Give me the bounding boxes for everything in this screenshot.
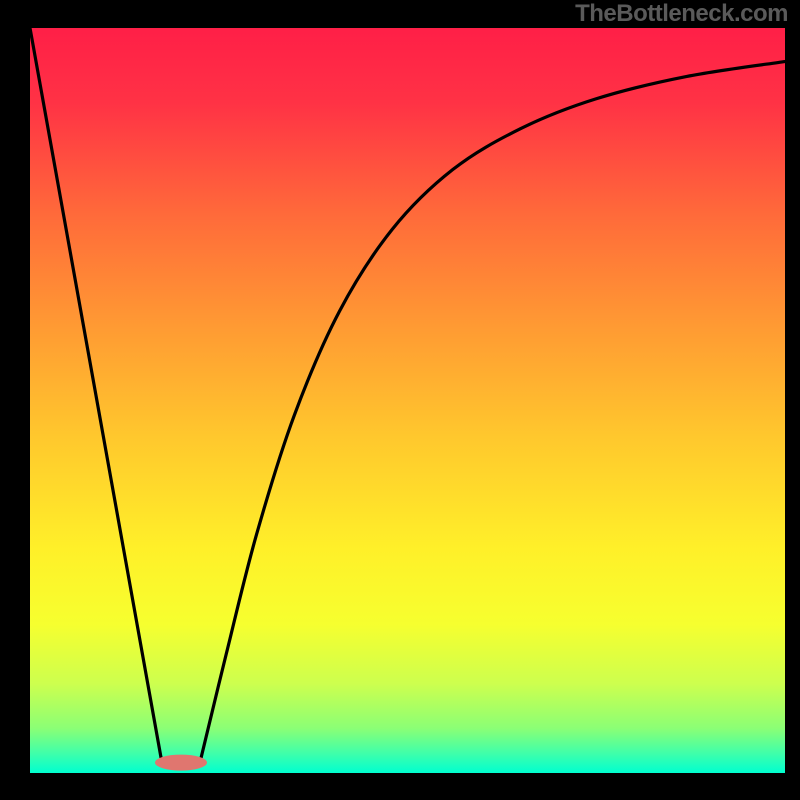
chart-container: TheBottleneck.com [0, 0, 800, 800]
valley-marker [155, 755, 207, 771]
bottleneck-chart [0, 0, 800, 800]
watermark-text: TheBottleneck.com [575, 0, 788, 28]
